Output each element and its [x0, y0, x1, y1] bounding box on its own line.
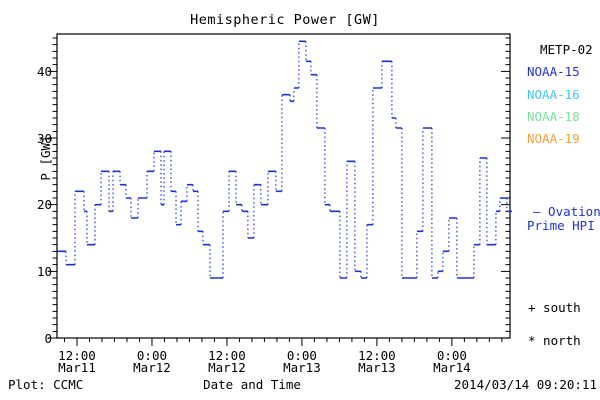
legend-item-noaa-15: NOAA-15	[527, 64, 580, 79]
legend-item-noaa-18: NOAA-18	[527, 109, 580, 124]
south-marker-label: + south	[528, 300, 581, 315]
hpi-step-line	[57, 40, 512, 279]
north-marker-label: * north	[528, 333, 581, 348]
y-tick-label: 0	[44, 330, 52, 346]
x-tick-label: 12:00 Mar12	[208, 348, 246, 375]
legend-item-noaa-16: NOAA-16	[527, 87, 580, 102]
hpi-step-risers	[65, 41, 508, 278]
x-tick-label: 0:00 Mar12	[133, 348, 171, 375]
x-tick-label: 12:00 Mar13	[358, 348, 396, 375]
x-axis-title: Date and Time	[203, 377, 301, 392]
y-tick-label: 40	[36, 63, 52, 79]
y-tick-label: 20	[36, 197, 52, 213]
plot-frame	[56, 33, 511, 339]
x-tick-label: 0:00 Mar14	[433, 348, 471, 375]
legend-item-metp-02: METP-02	[540, 42, 593, 57]
legend-item-noaa-19: NOAA-19	[527, 131, 580, 146]
x-tick-label: 12:00 Mar11	[58, 348, 96, 375]
plot-credit: Plot: CCMC	[8, 377, 84, 392]
plot-timestamp: 2014/03/14 09:20:11	[454, 377, 597, 392]
axis-ticks	[48, 37, 510, 346]
ovation-line2: Prime HPI	[527, 218, 595, 233]
ovation-prime-hpi-label: — Ovation Prime HPI	[527, 205, 600, 233]
x-tick-label: 0:00 Mar13	[283, 348, 321, 375]
chart-title: Hemispheric Power [GW]	[190, 12, 380, 28]
ovation-line1: — Ovation	[533, 204, 600, 219]
y-tick-label: 10	[36, 263, 52, 279]
y-tick-label: 30	[36, 130, 52, 146]
